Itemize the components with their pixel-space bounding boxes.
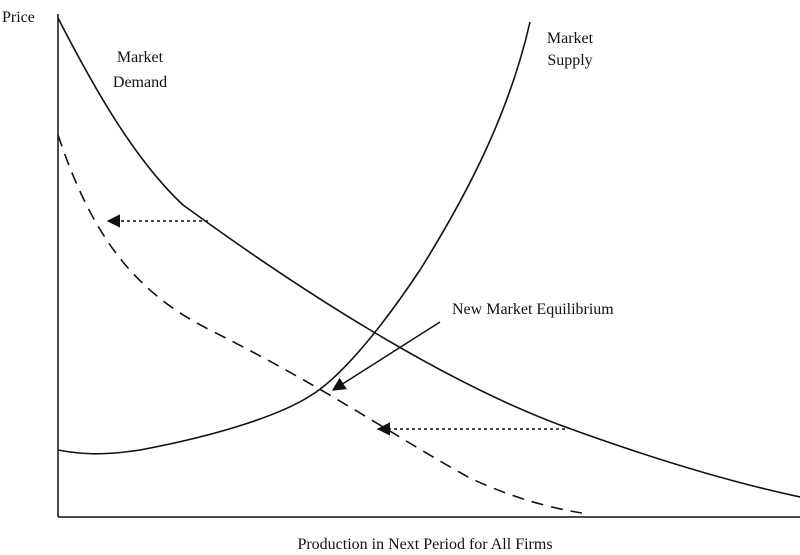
supply-label: Market — [547, 30, 594, 47]
supply-label: Supply — [547, 52, 592, 69]
y-axis-label: Price — [2, 9, 35, 26]
x-axis-label: Production in Next Period for All Firms — [297, 536, 552, 553]
demand-label: Demand — [113, 74, 167, 91]
equilibrium-label: New Market Equilibrium — [452, 301, 614, 318]
new-demand-curve — [57, 134, 583, 514]
demand-label: Market — [117, 49, 164, 66]
equilibrium-arrow — [331, 321, 441, 391]
demand-curve — [57, 17, 800, 498]
supply-curve — [57, 21, 531, 455]
